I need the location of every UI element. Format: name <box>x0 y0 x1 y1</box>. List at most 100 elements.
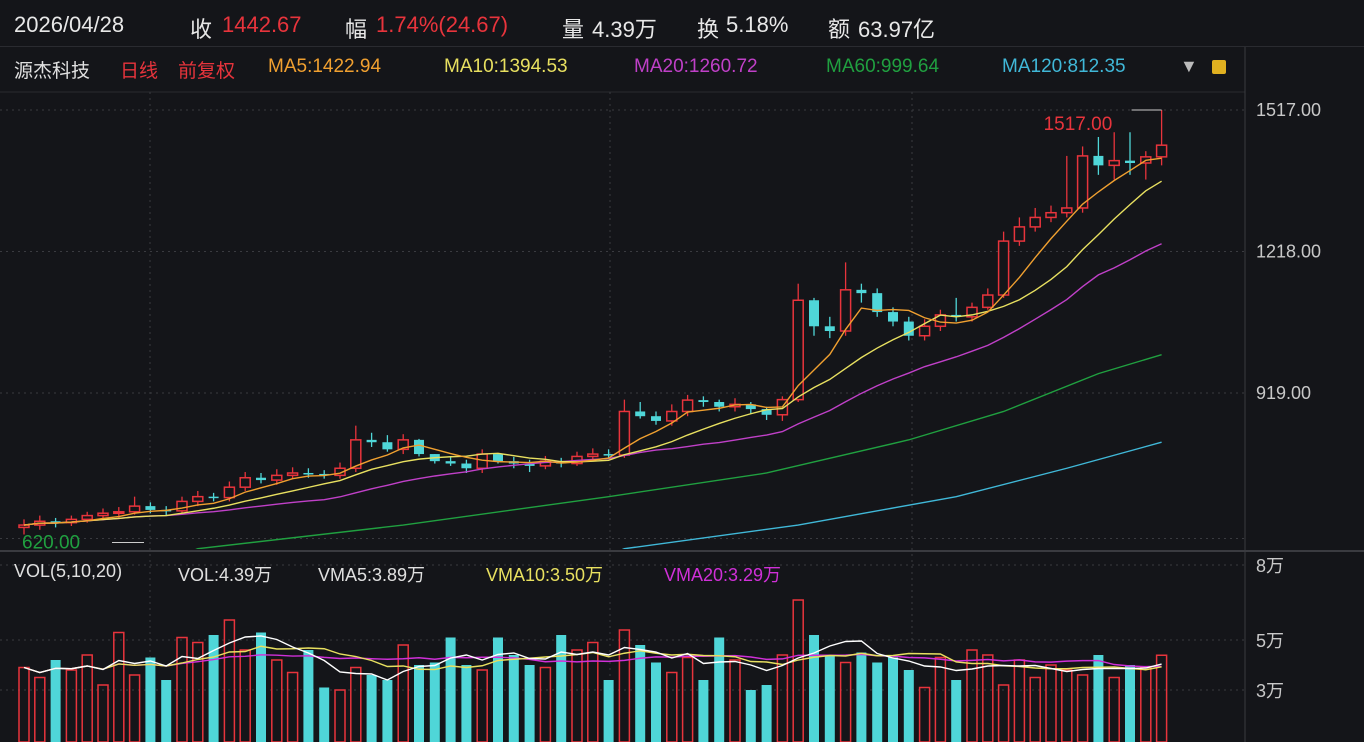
volume-bar <box>792 599 804 742</box>
volume-bar <box>856 652 867 742</box>
candle-body <box>1061 207 1073 214</box>
volume-bar <box>429 662 440 742</box>
ma120-legend: MA120:812.35 <box>1002 56 1126 77</box>
volume-bar <box>1125 665 1135 742</box>
candle-body <box>603 454 614 456</box>
candle-body <box>809 300 819 327</box>
candle-body <box>145 506 156 510</box>
stock-name: 源杰科技 <box>14 61 91 82</box>
ma120-line <box>621 441 1162 549</box>
volume-tick-label: 3万 <box>1256 681 1284 701</box>
volume-bar <box>319 687 330 742</box>
candle-body <box>792 299 804 401</box>
candle-body <box>176 500 188 512</box>
volume-bar <box>508 655 519 742</box>
candle-body <box>997 240 1010 296</box>
volume-tick-label: 8万 <box>1256 556 1284 576</box>
candle-body <box>1155 144 1168 158</box>
ma60-legend: MA60:999.64 <box>826 56 940 77</box>
min-price-label: 620.00 <box>22 533 80 554</box>
max-price-label: 1517.00 <box>1044 114 1113 135</box>
volume-bar <box>872 662 883 742</box>
ma10-line <box>23 180 1162 526</box>
candle-body <box>192 495 204 503</box>
volume-bar <box>382 680 393 742</box>
volume-bar <box>34 676 46 742</box>
candle-body <box>714 402 725 407</box>
volume-bar <box>539 666 552 742</box>
volume-bar <box>666 671 678 742</box>
candle-body <box>208 496 219 499</box>
volume-bar <box>839 661 852 742</box>
ma60-line <box>195 354 1162 549</box>
candle-body <box>461 463 472 469</box>
vma5-line <box>23 635 1162 681</box>
volume-bar <box>113 631 125 742</box>
ma10-legend: MA10:1394.53 <box>444 56 568 77</box>
price-tick-label: 1517.00 <box>1256 100 1321 120</box>
candle-body <box>1125 160 1135 164</box>
volume-bar <box>414 665 424 742</box>
candle-body <box>382 442 393 450</box>
candle-body <box>856 289 867 294</box>
vol-legend: VOL:4.39万 <box>178 565 273 585</box>
candle-body <box>18 524 30 529</box>
candle-body <box>635 411 646 417</box>
volume-bar <box>698 680 709 742</box>
candle-body <box>286 472 299 477</box>
volume-bar <box>729 659 741 742</box>
change-value: 1.74%(24.67) <box>376 12 509 37</box>
volume-bar <box>681 656 694 742</box>
candle-body <box>256 477 266 481</box>
period-selector[interactable]: 日线 <box>120 61 159 82</box>
candle-body <box>761 409 772 415</box>
candle-body <box>223 486 236 499</box>
volume-bar <box>50 660 61 742</box>
dropdown-triangle-icon[interactable]: ▼ <box>1180 56 1198 76</box>
volume-bar <box>997 684 1010 742</box>
volume-bar <box>1029 676 1041 742</box>
turnover-value: 5.18% <box>726 12 789 37</box>
amount-label: 额 <box>828 17 851 42</box>
volume-bar <box>145 657 156 742</box>
volume-bar <box>1155 654 1168 742</box>
lock-icon[interactable] <box>1212 60 1226 74</box>
volume-bar <box>635 645 646 742</box>
volume-value: 4.39万 <box>592 17 657 42</box>
candle-body <box>128 505 141 513</box>
quote-header: 2026/04/28 收 1442.67 幅 1.74%(24.67) 量 4.… <box>0 0 1364 47</box>
candle-body <box>239 476 251 488</box>
candle-body <box>918 325 931 337</box>
volume-bar <box>524 665 535 742</box>
close-value: 1442.67 <box>222 12 302 37</box>
candle-body <box>397 439 409 451</box>
candle-body <box>445 461 456 464</box>
adjust-selector[interactable]: 前复权 <box>178 61 236 82</box>
candle-body <box>319 473 330 476</box>
candle-body <box>524 463 535 466</box>
close-label: 收 <box>190 17 213 42</box>
volume-bar <box>334 689 346 742</box>
volume-bar <box>1093 655 1104 742</box>
vma10-legend: VMA10:3.50万 <box>486 565 604 585</box>
volume-bar <box>350 666 362 742</box>
candle-body <box>366 439 377 443</box>
volume-bar <box>223 619 236 742</box>
volume-bar <box>1061 669 1073 742</box>
volume-bar <box>445 637 456 742</box>
volume-bar <box>824 655 835 742</box>
volume-bar <box>493 637 503 742</box>
volume-bar <box>128 674 141 742</box>
candle-body <box>1076 155 1089 209</box>
vol-indicator-title[interactable]: VOL(5,10,20) <box>14 561 123 581</box>
volume-bar <box>714 637 725 742</box>
volume-bar <box>366 675 377 742</box>
volume-bar <box>776 654 789 742</box>
price-tick-label: 919.00 <box>1256 383 1311 403</box>
candle-body <box>587 453 599 458</box>
vma20-line <box>23 653 1162 674</box>
volume-bar <box>888 657 898 742</box>
ma20-line <box>23 243 1162 526</box>
vma20-legend: VMA20:3.29万 <box>664 565 782 585</box>
